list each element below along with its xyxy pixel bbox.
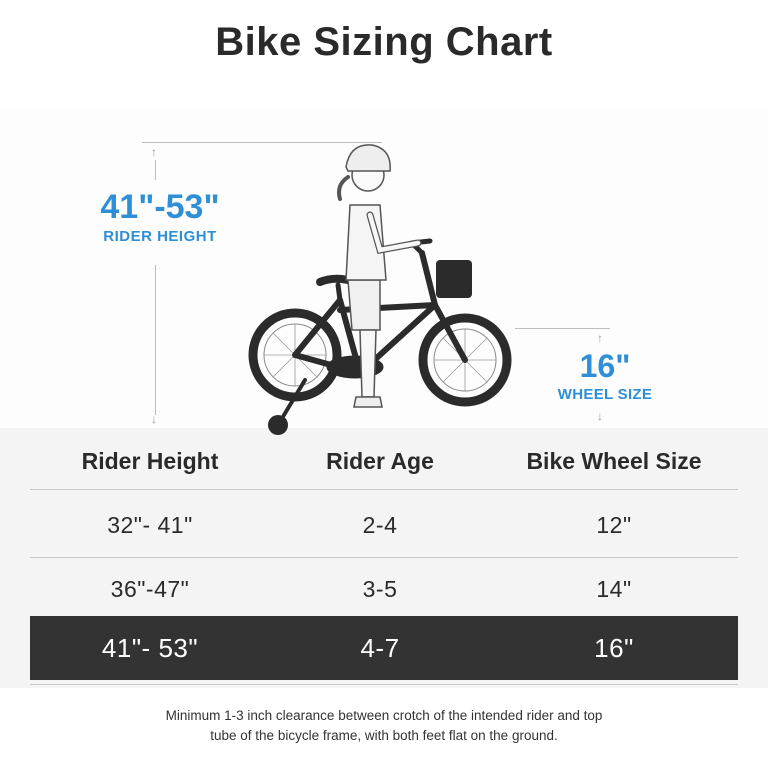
header-rider-height: Rider Height — [81, 448, 219, 474]
fit-note-line-1: Minimum 1-3 inch clearance between crotc… — [165, 708, 603, 723]
rider-height-top-guide — [142, 142, 382, 143]
cell-rider-age: 3-5 — [362, 575, 398, 602]
table-row: 32"- 41" 2-4 12" — [30, 500, 738, 550]
table-header: Rider Height Rider Age Bike Wheel Size — [30, 448, 738, 488]
fit-note: Minimum 1-3 inch clearance between crotc… — [0, 706, 768, 746]
table-row-highlighted: 41"- 53" 4-7 16" — [30, 616, 738, 680]
cell-rider-height: 32"- 41" — [107, 511, 193, 538]
rider-height-line-lower — [155, 265, 156, 415]
table-row: 36"-47" 3-5 14" — [30, 565, 738, 613]
header-wheel-size: Bike Wheel Size — [526, 448, 702, 474]
fit-note-line-2: tube of the bicycle frame, with both fee… — [210, 728, 558, 743]
rider-height-value: 41"-53" — [100, 188, 220, 226]
rider-icon — [337, 144, 422, 408]
header-divider — [30, 489, 738, 490]
arrow-up-icon: ↑ — [151, 145, 157, 159]
wheel-size-value: 16" — [579, 348, 631, 384]
arrow-down-icon: ↓ — [151, 412, 157, 426]
cell-rider-age: 2-4 — [362, 511, 398, 538]
cell-wheel-size: 16" — [594, 632, 634, 663]
arrow-down-icon: ↓ — [597, 409, 603, 423]
row-divider — [30, 557, 738, 558]
rider-height-line-upper — [155, 160, 156, 180]
cell-rider-age: 4-7 — [360, 632, 400, 663]
wheel-size-top-guide — [515, 328, 610, 329]
table-bottom-divider — [30, 684, 738, 685]
cell-rider-height: 41"- 53" — [101, 632, 199, 663]
cell-wheel-size: 14" — [596, 575, 632, 602]
arrow-up-icon: ↑ — [597, 331, 603, 345]
page-title: Bike Sizing Chart — [215, 20, 553, 64]
rider-height-label: RIDER HEIGHT — [103, 228, 217, 245]
child-on-bike-illustration — [248, 144, 512, 435]
cell-wheel-size: 12" — [596, 511, 632, 538]
header-rider-age: Rider Age — [326, 448, 434, 474]
wheel-size-label: WHEEL SIZE — [557, 386, 653, 403]
cell-rider-height: 36"-47" — [110, 575, 190, 602]
